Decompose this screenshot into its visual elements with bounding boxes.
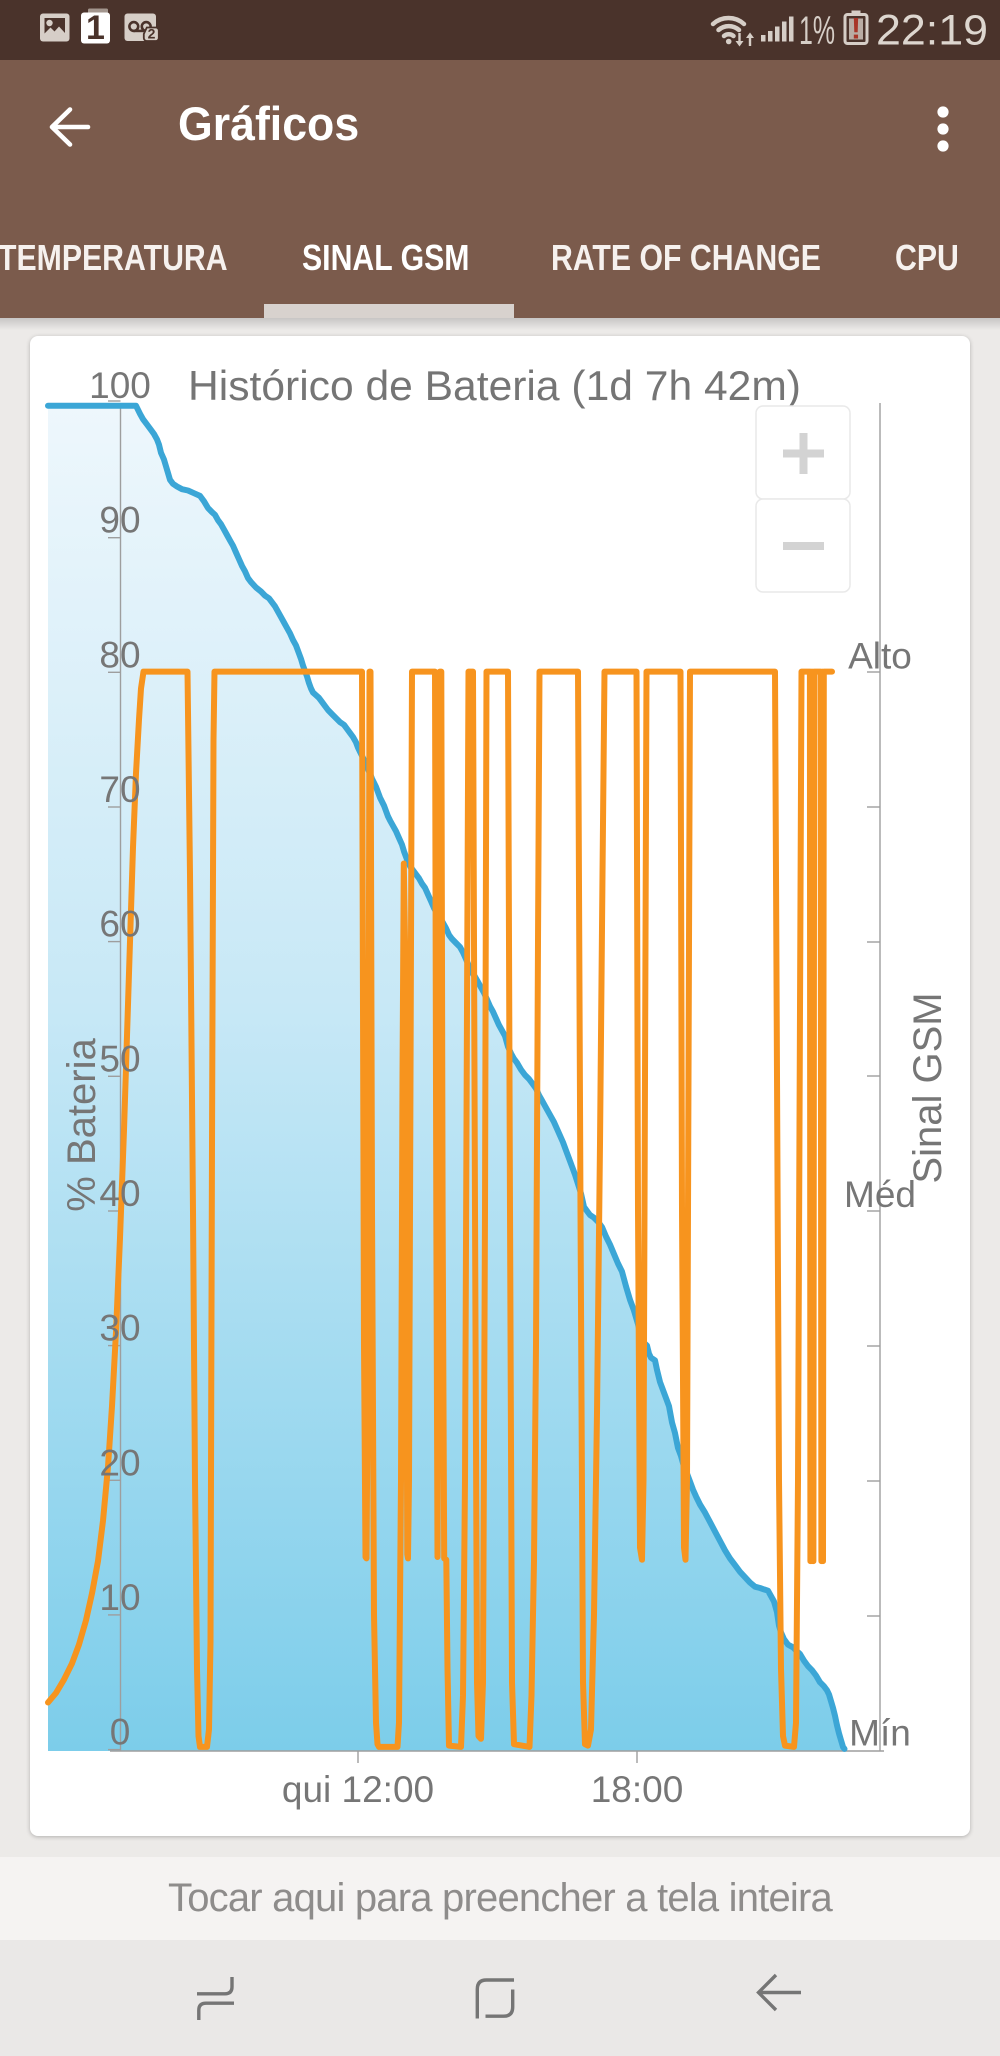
svg-text:!: ! [851,13,861,46]
svg-text:18:00: 18:00 [591,1769,684,1810]
svg-text:1%: 1% [799,9,835,53]
svg-text:100: 100 [89,365,151,406]
svg-text:90: 90 [99,500,140,541]
svg-text:Sinal GSM: Sinal GSM [906,992,950,1183]
svg-text:Histórico de Bateria (1d 7h 42: Histórico de Bateria (1d 7h 42m) [188,362,801,409]
svg-text:Mín: Mín [849,1713,911,1754]
svg-text:0: 0 [110,1712,131,1753]
svg-text:2: 2 [148,26,156,42]
svg-text:60: 60 [99,904,140,945]
svg-text:qui 12:00: qui 12:00 [282,1769,434,1810]
svg-text:Méd: Méd [844,1174,916,1215]
svg-text:70: 70 [99,769,140,810]
svg-text:20: 20 [99,1442,140,1483]
svg-text:50: 50 [99,1038,140,1079]
svg-text:1: 1 [86,9,105,47]
svg-text:80: 80 [99,634,140,675]
svg-text:22:19: 22:19 [876,7,988,55]
svg-text:40: 40 [99,1173,140,1214]
svg-text:10: 10 [99,1577,140,1618]
svg-text:30: 30 [99,1308,140,1349]
svg-text:% Bateria: % Bateria [60,1038,104,1212]
svg-text:Alto: Alto [848,635,912,676]
